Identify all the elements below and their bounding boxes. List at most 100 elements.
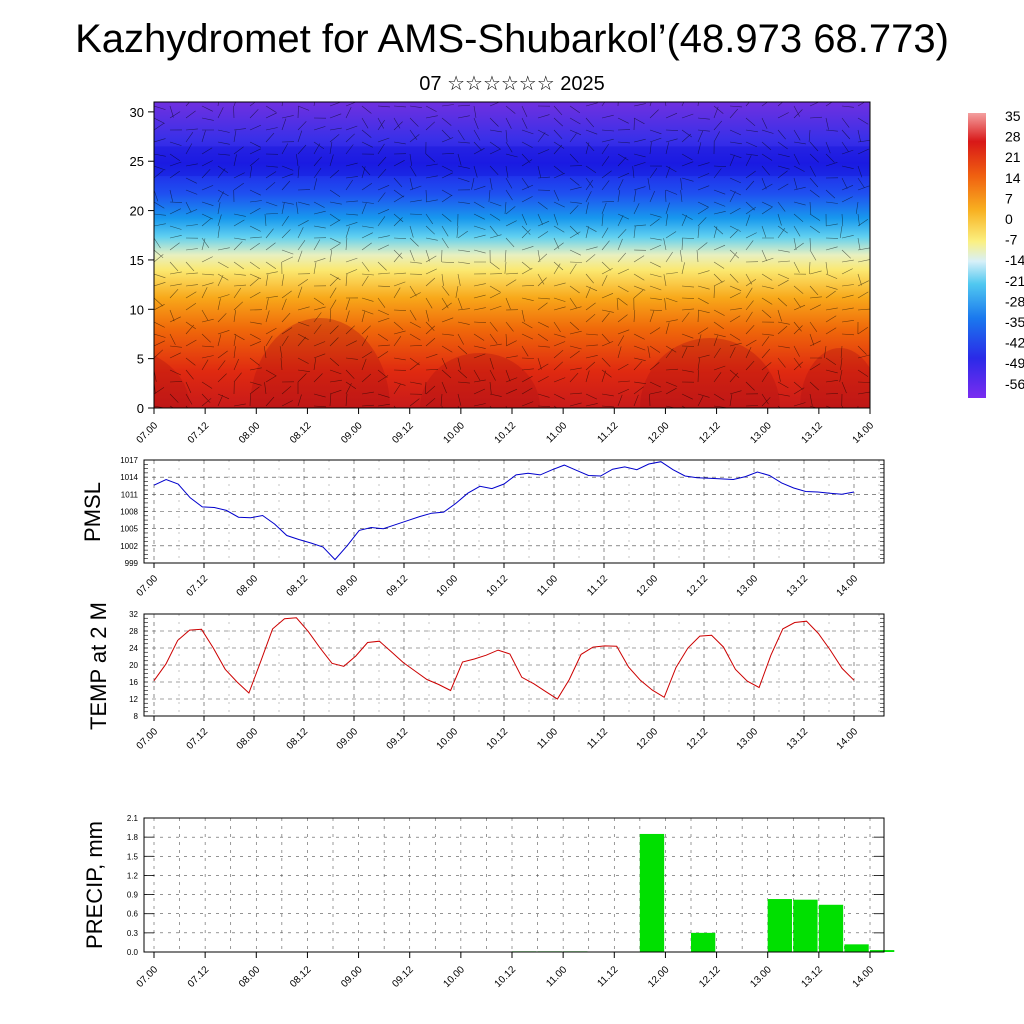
field-overlay xyxy=(154,102,870,408)
x-tick-label: 12.00 xyxy=(635,573,661,599)
y-tick-label: 0 xyxy=(137,401,144,416)
x-tick-label: 11.00 xyxy=(535,726,560,751)
series-line xyxy=(153,461,855,561)
x-tick-label: 14.00 xyxy=(835,573,861,599)
x-tick-label: 10.12 xyxy=(485,726,511,752)
y-tick-label: 10 xyxy=(130,302,144,317)
y-tick-label: 25 xyxy=(130,154,144,169)
y-tick-label: 32 xyxy=(129,610,138,619)
colorbar-label: -56 xyxy=(1005,376,1024,392)
y-tick-label: 20 xyxy=(130,204,144,219)
colorbar-label: 21 xyxy=(1005,149,1021,165)
x-tick-label: 08.00 xyxy=(235,573,261,599)
precip-bar xyxy=(691,932,716,952)
x-tick-label: 13.00 xyxy=(748,964,774,990)
x-tick-label: 08.12 xyxy=(288,420,314,446)
x-tick-label: 10.12 xyxy=(493,420,519,446)
y-axis-label: TEMP at 2 M xyxy=(86,602,111,730)
x-tick-label: 07.00 xyxy=(135,420,161,446)
colorbar-label: 7 xyxy=(1005,190,1013,206)
x-tick-label: 12.12 xyxy=(697,420,723,446)
x-tick-label: 10.12 xyxy=(485,573,511,599)
precip-bar xyxy=(818,904,844,952)
x-tick-label: 10.12 xyxy=(493,964,519,990)
pmsl-panel: 1017 1014 1011 1008 1005 1002 999 07.00 07.12 08.… xyxy=(80,456,885,599)
y-tick-label: 0.9 xyxy=(127,891,139,900)
x-tick-label: 13.12 xyxy=(785,726,811,752)
x-tick-label: 07.12 xyxy=(186,964,212,990)
x-tick-label: 08.00 xyxy=(237,964,263,990)
plot-frame xyxy=(143,613,885,717)
colorbar-label: 14 xyxy=(1005,170,1021,186)
x-tick-label: 12.00 xyxy=(646,420,672,446)
x-tick-label: 10.00 xyxy=(442,964,468,990)
plot-frame xyxy=(143,817,885,953)
y-tick-label: 0.3 xyxy=(127,929,139,938)
y-axis-label: PRECIP, mm xyxy=(82,821,107,949)
plot-frame xyxy=(143,459,885,564)
y-tick-label: 1017 xyxy=(120,456,138,465)
x-tick-label: 13.12 xyxy=(785,573,811,599)
colorbar: 35 28 21 14 7 0 -7 -14 -21 -28 -35 -42 -49 -56 xyxy=(968,108,1024,398)
x-tick-label: 10.00 xyxy=(435,726,461,752)
colorbar-label: 0 xyxy=(1005,211,1013,227)
y-tick-label: 12 xyxy=(129,695,138,704)
y-tick-label: 0.6 xyxy=(127,910,139,919)
x-tick-label: 09.00 xyxy=(339,420,365,446)
x-tick-label: 07.00 xyxy=(135,964,161,990)
x-tick-label: 13.12 xyxy=(800,420,826,446)
y-tick-label: 1014 xyxy=(120,473,138,482)
x-tick-label: 13.00 xyxy=(735,573,761,599)
x-tick-label: 07.00 xyxy=(135,726,161,752)
x-tick-label: 11.12 xyxy=(595,420,620,445)
x-tick-label: 07.12 xyxy=(186,420,212,446)
y-tick-label: 999 xyxy=(125,559,139,568)
precip-bar xyxy=(793,899,818,952)
x-tick-label: 09.00 xyxy=(339,964,365,990)
wind-barbs xyxy=(154,102,870,408)
x-tick-label: 11.00 xyxy=(535,573,560,598)
y-tick-label: 16 xyxy=(129,678,138,687)
precip-bar xyxy=(639,833,665,952)
colorbar-label: 35 xyxy=(1005,108,1021,124)
warm-blob xyxy=(640,338,780,408)
y-tick-label: 1011 xyxy=(121,490,139,499)
precip-panel: 2.1 1.8 1.5 1.2 0.9 0.6 0.3 0.0 07.00 07.12 08.00 0… xyxy=(82,814,895,990)
precip-bar xyxy=(870,950,895,952)
x-tick-label: 12.12 xyxy=(685,573,711,599)
x-tick-label: 09.12 xyxy=(390,964,416,990)
warm-blob xyxy=(250,318,390,408)
x-tick-label: 11.00 xyxy=(544,964,569,989)
x-tick-label: 13.00 xyxy=(735,726,761,752)
x-tick-label: 14.00 xyxy=(851,420,877,446)
warm-blob xyxy=(800,348,870,408)
y-tick-label: 1.5 xyxy=(127,852,139,861)
x-tick-label: 11.00 xyxy=(544,420,569,445)
x-tick-label: 14.00 xyxy=(835,726,861,752)
y-axis-label: PMSL xyxy=(80,482,105,542)
colorbar-label: -21 xyxy=(1005,273,1024,289)
x-tick-label: 11.12 xyxy=(595,964,620,989)
y-tick-label: 24 xyxy=(129,644,138,653)
colorbar-label: -14 xyxy=(1005,252,1024,268)
precip-bar xyxy=(844,944,869,952)
x-tick-label: 12.12 xyxy=(697,964,723,990)
y-tick-label: 8 xyxy=(134,712,139,721)
x-tick-label: 11.12 xyxy=(585,573,610,598)
x-tick-label: 09.12 xyxy=(385,726,411,752)
y-tick-label: 2.1 xyxy=(127,814,139,823)
x-tick-label: 09.00 xyxy=(335,573,361,599)
y-tick-label: 5 xyxy=(137,352,144,367)
colorbar-label: -28 xyxy=(1005,293,1024,309)
colorbar-label: -49 xyxy=(1005,355,1024,371)
x-tick-label: 09.12 xyxy=(390,420,416,446)
series-line xyxy=(153,617,855,700)
subtitle: 07 ☆☆☆☆☆☆ 2025 xyxy=(419,73,605,95)
cold-band xyxy=(154,146,870,177)
y-tick-label: 1005 xyxy=(120,525,138,534)
colorbar-label: -7 xyxy=(1005,232,1018,248)
main-title: Kazhydromet for AMS-Shubarkol’(48.973 68… xyxy=(75,17,949,61)
x-tick-label: 14.00 xyxy=(851,964,877,990)
y-tick-label: 28 xyxy=(129,627,138,636)
